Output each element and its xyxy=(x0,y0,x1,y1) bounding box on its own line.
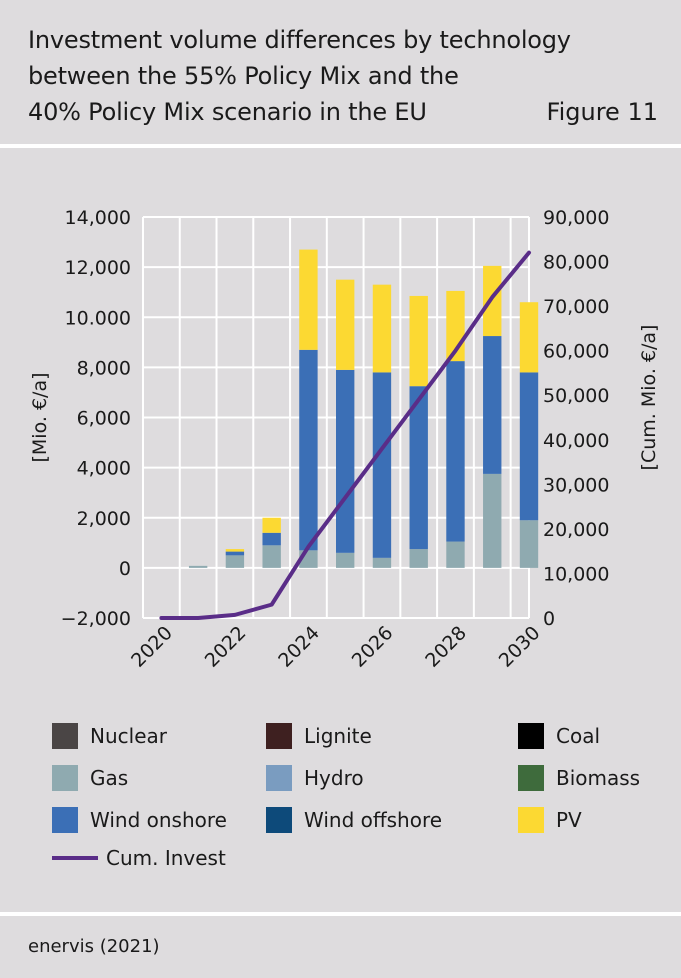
bar-pv-2022 xyxy=(225,549,245,552)
x-tick-label: 2030 xyxy=(495,622,545,672)
title-block: Investment volume differences by technol… xyxy=(28,22,658,132)
legend-swatch xyxy=(518,765,544,791)
legend-item-lignite: Lignite xyxy=(266,722,372,750)
legend-item-biomass: Biomass xyxy=(518,764,640,792)
y2-tick-label: 10,000 xyxy=(543,563,609,585)
figure-label: Figure 11 xyxy=(546,98,658,126)
legend-label: Hydro xyxy=(304,766,364,790)
bar-wind-onshore-2024 xyxy=(299,349,318,551)
y2-tick-label: 70,000 xyxy=(543,296,609,318)
source-note: enervis (2021) xyxy=(28,936,160,957)
bar-pv-2030 xyxy=(519,302,539,373)
legend-swatch xyxy=(266,723,292,749)
bar-wind-onshore-2023 xyxy=(262,532,281,546)
legend-item-cum-invest: Cum. Invest xyxy=(52,844,226,872)
bar-gas-2025 xyxy=(336,552,355,568)
y-tick-label: −2,000 xyxy=(61,608,131,630)
legend-item-hydro: Hydro xyxy=(266,764,364,792)
legend-label: Gas xyxy=(90,766,129,790)
y-tick-label: 12,000 xyxy=(65,257,131,279)
legend-item-gas: Gas xyxy=(52,764,128,792)
y2-axis-title: [Cum. Mio. €/a] xyxy=(638,325,660,471)
y-tick-label: 4,000 xyxy=(77,458,131,480)
bar-wind-onshore-2030 xyxy=(519,372,539,521)
x-tick-label: 2024 xyxy=(274,622,324,672)
x-tick-label: 2022 xyxy=(201,622,251,672)
y-axis-title: [Mio. €/a] xyxy=(29,373,51,463)
y2-tick-label: 50,000 xyxy=(543,385,609,407)
legend-label: Cum. Invest xyxy=(106,846,226,870)
legend: Nuclear Lignite Coal Gas Hydro Biomass Wind on… xyxy=(52,722,652,872)
line-cum-invest xyxy=(159,250,531,620)
header-divider xyxy=(0,144,681,148)
x-tick-label: 2026 xyxy=(348,622,398,672)
legend-item-wind-offshore: Wind offshore xyxy=(266,806,442,834)
bar-wind-onshore-2029 xyxy=(483,336,502,474)
x-tick-label: 2028 xyxy=(421,622,471,672)
bar-wind-onshore-2028 xyxy=(446,361,465,542)
legend-label: Coal xyxy=(556,724,601,748)
bar-pv-2025 xyxy=(336,279,355,370)
y-tick-label: 2,000 xyxy=(77,508,131,530)
title-line-1: Investment volume differences by technol… xyxy=(28,26,571,54)
bar-wind-onshore-2022 xyxy=(225,551,245,556)
legend-label: Nuclear xyxy=(90,724,167,748)
bar-gas-2026 xyxy=(372,557,392,568)
legend-swatch xyxy=(266,765,292,791)
legend-label: Biomass xyxy=(556,766,641,790)
y2-tick-label: 60,000 xyxy=(543,341,609,363)
legend-label: Lignite xyxy=(304,724,372,748)
legend-swatch xyxy=(52,807,78,833)
bar-pv-2024 xyxy=(299,249,318,350)
y2-tick-label: 30,000 xyxy=(543,474,609,496)
title-line-2: between the 55% Policy Mix and the xyxy=(28,62,459,90)
bar-gas-2028 xyxy=(446,541,465,568)
title-line-3: 40% Policy Mix scenario in the EU xyxy=(28,98,427,126)
legend-item-nuclear: Nuclear xyxy=(52,722,167,750)
legend-swatch xyxy=(518,807,544,833)
legend-swatch xyxy=(52,765,78,791)
legend-swatch xyxy=(266,807,292,833)
legend-label: Wind offshore xyxy=(304,808,443,832)
chart: −2,000 0 2,000 4,000 6,000 8,000 10.000 12,000 1… xyxy=(29,207,660,672)
bar-wind-onshore-2025 xyxy=(336,369,355,553)
bar-pv-2029 xyxy=(483,265,502,337)
y-tick-label: 10.000 xyxy=(65,307,131,329)
bar-wind-onshore-2027 xyxy=(409,386,428,550)
bar-gas-2027 xyxy=(409,549,428,568)
y2-tick-label: 20,000 xyxy=(543,519,609,541)
y2-tick-label: 40,000 xyxy=(543,430,609,452)
y-tick-label: 14,000 xyxy=(65,207,131,229)
y-tick-label: 8,000 xyxy=(77,357,131,379)
bar-pv-2026 xyxy=(372,284,392,373)
bar-pv-2027 xyxy=(409,295,428,387)
y2-tick-label: 90,000 xyxy=(543,207,609,229)
legend-swatch xyxy=(52,723,78,749)
legend-swatch xyxy=(518,723,544,749)
legend-line-swatch xyxy=(52,856,98,860)
y-tick-label: 6,000 xyxy=(77,408,131,430)
x-tick-label: 2020 xyxy=(127,622,177,672)
bar-pv-2023 xyxy=(262,517,281,533)
legend-item-wind-onshore: Wind onshore xyxy=(52,806,227,834)
y-tick-label: 0 xyxy=(119,558,131,580)
legend-label: PV xyxy=(556,808,582,832)
legend-label: Wind onshore xyxy=(90,808,227,832)
bar-wind-onshore-2026 xyxy=(372,372,392,558)
bar-gas-2023 xyxy=(262,545,281,568)
y2-tick-label: 80,000 xyxy=(543,252,609,274)
legend-item-pv: PV xyxy=(518,806,582,834)
bar-gas-2021 xyxy=(188,565,208,568)
bar-gas-2030 xyxy=(519,520,539,568)
y2-tick-label: 0 xyxy=(543,608,555,630)
legend-item-coal: Coal xyxy=(518,722,600,750)
bar-gas-2029 xyxy=(483,473,502,568)
footer-divider xyxy=(0,912,681,916)
bar-gas-2022 xyxy=(225,555,245,568)
